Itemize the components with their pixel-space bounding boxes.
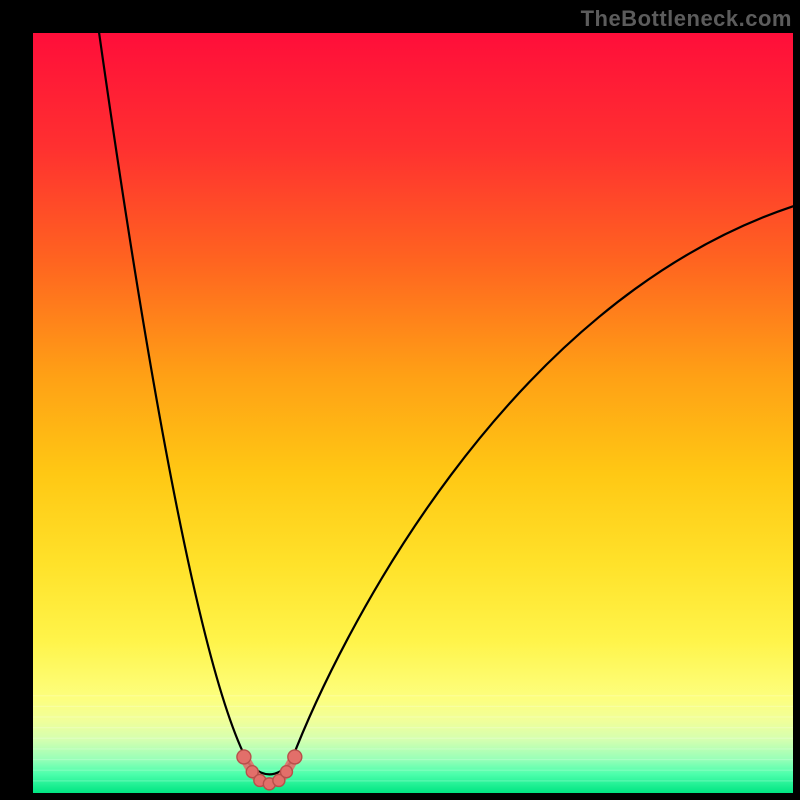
curve-marker (280, 766, 292, 778)
chart-background (33, 33, 793, 793)
watermark-text: TheBottleneck.com (581, 6, 792, 32)
curve-marker (237, 750, 251, 764)
bottleneck-chart (0, 0, 800, 800)
curve-marker (288, 750, 302, 764)
